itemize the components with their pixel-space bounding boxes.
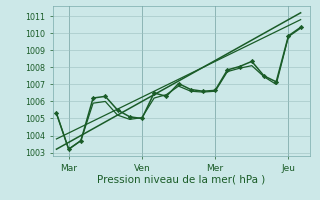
X-axis label: Pression niveau de la mer( hPa ): Pression niveau de la mer( hPa ) — [98, 174, 266, 184]
